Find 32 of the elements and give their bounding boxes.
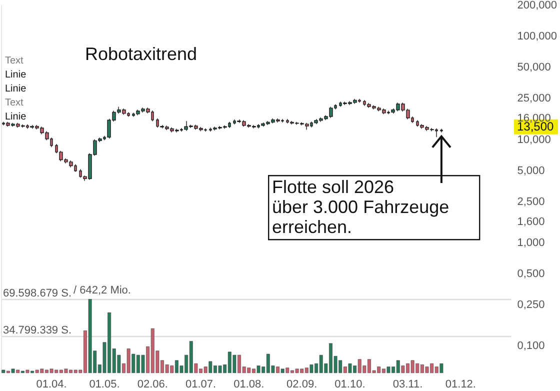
y-tick-label: 5,000 [517, 164, 545, 177]
annotation: Linie [5, 112, 27, 122]
x-tick-label: 03.11. [392, 378, 423, 390]
y-tick-label: 25,000 [517, 92, 551, 105]
y-tick-label: 0,250 [517, 299, 545, 312]
y-tick-label: 10,000 [517, 134, 551, 146]
x-tick-label: 01.08. [234, 378, 264, 390]
annotation: / 642,2 Mio. [74, 284, 131, 297]
x-tick-label: 01.12. [445, 378, 476, 390]
text: Robotaxitrend [85, 44, 198, 64]
annotation: Text [5, 98, 24, 108]
y-tick-label: 2,500 [517, 196, 545, 208]
y-tick-label: 100,000 [517, 30, 558, 43]
annotation: Text [5, 56, 24, 66]
annotation: Flotte soll 2026 über 3.000 Fahrzeuge erreichen. [272, 177, 450, 237]
x-tick-label: 01.10. [334, 378, 366, 390]
y-tick-label: 0,100 [517, 340, 545, 352]
annotation: Linie [5, 70, 27, 80]
x-tick-label: 01.05. [89, 378, 120, 390]
y-tick-label: 200,000 [517, 0, 558, 12]
y-tick-label: 1,000 [517, 236, 545, 249]
annotation: Linie [5, 84, 27, 94]
y-tick-label: 50,000 [517, 62, 551, 74]
y-tick-label: 1,600 [517, 216, 545, 228]
y2-tick-label: 69.598.679 S. [3, 288, 72, 300]
candlestick [440, 128, 443, 133]
x-tick-label: 02.09. [286, 378, 318, 390]
y-tick-label: 0,500 [517, 268, 545, 280]
x-tick-label: 01.07. [185, 378, 216, 390]
y2-tick-label: 34.799.339 S. [3, 324, 72, 337]
x-tick-label: 01.04. [36, 378, 67, 390]
x-tick-label: 02.06. [137, 378, 168, 390]
